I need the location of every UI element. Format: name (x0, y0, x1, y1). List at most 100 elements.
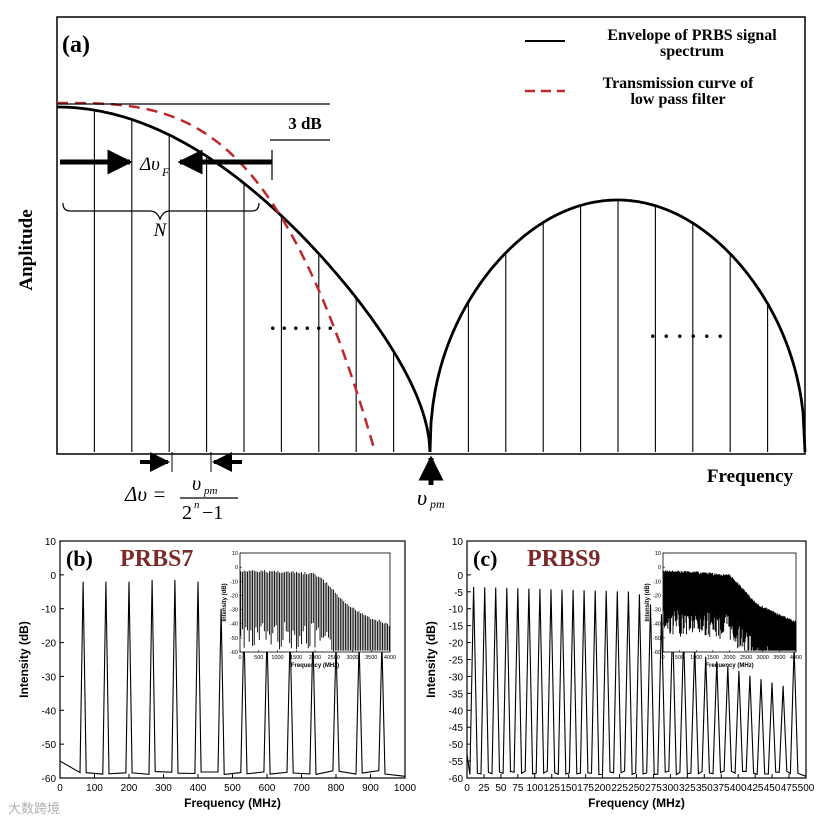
inset-x-tick-label: 0 (238, 655, 241, 661)
y-tick-label: -50 (42, 740, 57, 751)
y-tick-label: 0 (50, 571, 56, 582)
y-tick-label: -20 (449, 639, 464, 650)
inset-x-tick-label: 2500 (328, 655, 340, 661)
frac-denominator: 2 (182, 502, 192, 524)
panel-b-title: PRBS7 (120, 546, 193, 572)
y-tick-label: -60 (449, 774, 464, 785)
panel-b-inset: 0 500 1000 1500 2000 2500 3000 3500 4000 10 0 -10 -2… (222, 551, 396, 669)
inset-y-tick-label: -40 (230, 622, 238, 628)
panel-c-ylabel: Intensity (dB) (424, 621, 438, 698)
y-tick-label: -10 (449, 605, 464, 616)
inset-x-tick-label: 2500 (740, 655, 752, 661)
inset-x-tick-label: 3500 (773, 655, 785, 661)
inset-y-tick-label: 0 (235, 565, 238, 571)
inset-y-tick-label: -30 (653, 608, 661, 614)
x-tick-label: 200 (121, 783, 138, 794)
inset-x-tick-label: 1000 (690, 655, 702, 661)
inset-x-tick-label: 1500 (290, 655, 302, 661)
x-tick-label: 325 (679, 783, 696, 794)
inset-x-tick-label: 2000 (309, 655, 321, 661)
x-tick-label: 175 (577, 783, 594, 794)
deltaF-label: Δυ (139, 154, 160, 175)
panel-a-ylabel: Anplitude (16, 209, 37, 290)
panel-a-label: (a) (62, 32, 90, 58)
inset-x-tick-label: 0 (661, 655, 664, 661)
deltaV-label: Δυ = (124, 482, 166, 506)
panel-b: 0 100 200 300 400 500 600 700 800 900 1000100-10-2… (17, 537, 417, 810)
inset-y-tick-label: 10 (655, 551, 661, 557)
inset-y-tick-label: -60 (230, 650, 238, 656)
ellipsis-left: ...... (270, 310, 339, 335)
x-tick-label: 500 (798, 783, 815, 794)
panel-a-frame (56, 16, 806, 455)
inset-x-tick-label: 3500 (365, 655, 377, 661)
panel-b-xlabel: Frequency (MHz) (184, 796, 281, 810)
inset-y-tick-label: 0 (658, 565, 661, 571)
x-tick-label: 50 (495, 783, 507, 794)
y-tick-label: -25 (449, 656, 464, 667)
x-tick-label: 0 (464, 783, 470, 794)
panel-c-xlabel: Frequency (MHz) (588, 796, 685, 810)
inset-ylabel: Intensity (dB) (222, 583, 228, 621)
y-tick-label: -20 (42, 639, 57, 650)
x-tick-label: 250 (628, 783, 645, 794)
N-label: N (153, 220, 168, 241)
x-tick-label: 100 (86, 783, 103, 794)
x-tick-label: 400 (190, 783, 207, 794)
y-tick-label: -55 (449, 757, 464, 768)
inset-y-tick-label: -20 (653, 593, 661, 599)
x-tick-label: 450 (764, 783, 781, 794)
N-brace (62, 202, 260, 221)
inset-y-tick-label: -30 (230, 608, 238, 614)
x-tick-label: 100 (526, 783, 543, 794)
y-tick-label: -40 (449, 706, 464, 717)
inset-y-tick-label: -50 (653, 636, 661, 642)
frac-numerator: υ (192, 473, 201, 495)
inset-x-tick-label: 1000 (271, 655, 283, 661)
envelope-curve (57, 105, 807, 453)
legend-filter-line1: Transmission curve of (603, 75, 754, 92)
x-tick-label: 25 (478, 783, 490, 794)
panel-c-inset-trace (663, 570, 797, 651)
y-tick-label: -35 (449, 689, 464, 700)
legend-filter-line2: low pass filter (630, 91, 725, 108)
y-tick-label: -30 (449, 672, 464, 683)
x-tick-label: 275 (645, 783, 662, 794)
inset-x-tick-label: 4000 (790, 655, 802, 661)
x-tick-label: 1000 (394, 783, 417, 794)
vpm-label: υ (417, 485, 427, 510)
x-tick-label: 150 (560, 783, 577, 794)
x-tick-label: 75 (512, 783, 524, 794)
panel-b-spectrum-trace (59, 579, 406, 777)
x-tick-label: 400 (730, 783, 747, 794)
inset-y-tick-label: -10 (230, 579, 238, 585)
frac-denominator-sup: n (194, 499, 200, 511)
x-tick-label: 300 (662, 783, 679, 794)
inset-x-tick-label: 1500 (707, 655, 719, 661)
inset-x-tick-label: 4000 (384, 655, 396, 661)
panel-b-ylabel: Intensity (dB) (17, 621, 31, 698)
panel-c-inset: 0 500 1000 1500 2000 2500 3000 3500 4000 10 0 -10 -2… (645, 551, 802, 669)
inset-y-tick-label: -60 (653, 650, 661, 656)
y-tick-label: -15 (449, 622, 464, 633)
inset-y-tick-label: -20 (230, 593, 238, 599)
inset-x-tick-label: 3000 (757, 655, 769, 661)
x-tick-label: 425 (747, 783, 764, 794)
x-tick-label: 225 (611, 783, 628, 794)
filter-curve (57, 101, 377, 453)
frac-numerator-sub: pm (203, 485, 218, 497)
inset-xlabel: Frequency (MHz) (291, 663, 339, 669)
x-tick-label: 375 (713, 783, 730, 794)
x-tick-label: 200 (594, 783, 611, 794)
y-tick-label: -40 (42, 706, 57, 717)
x-tick-label: 600 (259, 783, 276, 794)
x-tick-label: 0 (57, 783, 63, 794)
panel-c-spectrum-trace (466, 586, 807, 777)
x-tick-label: 300 (155, 783, 172, 794)
inset-x-tick-label: 3000 (346, 655, 358, 661)
vpm-sub: pm (429, 497, 445, 511)
y-tick-label: -5 (454, 588, 463, 599)
inset-y-tick-label: 10 (232, 551, 238, 557)
